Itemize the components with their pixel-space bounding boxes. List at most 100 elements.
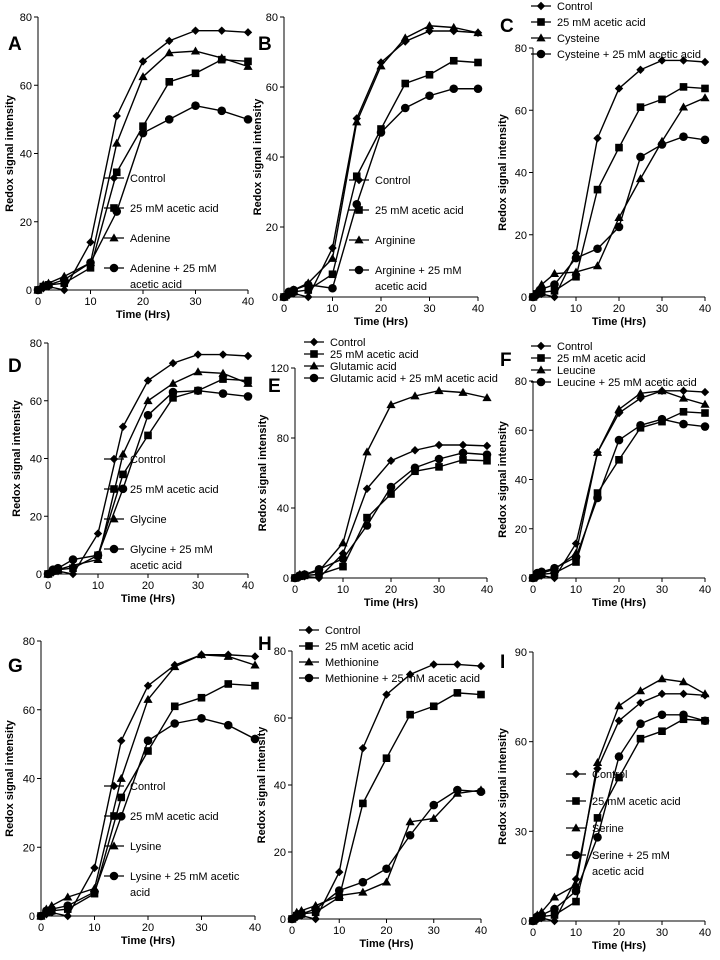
data-point xyxy=(382,690,391,699)
legend-marker xyxy=(109,781,119,791)
legend: Control 25 mM acetic acid Methionine Methio… xyxy=(299,625,480,685)
data-point xyxy=(429,702,438,711)
legend-marker xyxy=(109,263,119,273)
series-line xyxy=(532,86,706,298)
x-tick-label: 30 xyxy=(656,584,668,596)
data-point xyxy=(358,887,368,896)
data-point xyxy=(243,392,253,401)
x-tick-label: 20 xyxy=(613,584,625,596)
x-tick-label: 10 xyxy=(88,922,100,934)
y-axis-title: Redox signal intensity xyxy=(497,727,509,845)
data-point xyxy=(36,911,46,921)
data-point xyxy=(63,901,73,910)
y-tick-label: 0 xyxy=(26,285,32,297)
x-tick-label: 30 xyxy=(423,303,435,315)
data-point xyxy=(334,890,344,899)
data-point xyxy=(449,56,458,65)
data-point xyxy=(63,911,72,921)
y-tick-label: 0 xyxy=(29,911,35,923)
data-point xyxy=(328,243,337,253)
legend-label: Glycine + 25 mM xyxy=(130,544,213,556)
x-tick-label: 10 xyxy=(84,296,96,308)
x-tick-label: 20 xyxy=(380,925,392,937)
data-point xyxy=(334,886,344,895)
x-axis-title: Time (Hrs) xyxy=(354,316,409,328)
legend-marker xyxy=(309,373,319,383)
legend-label: Leucine xyxy=(557,365,596,377)
legend-entry: 25 mM acetic acid xyxy=(299,641,414,653)
y-tick-label: 0 xyxy=(521,573,527,585)
legend-marker xyxy=(109,514,119,523)
data-point xyxy=(657,386,667,395)
data-point xyxy=(359,799,367,808)
legend-marker xyxy=(109,233,119,242)
data-point xyxy=(112,168,121,177)
data-point xyxy=(170,719,180,728)
legend-entry: Cysteine xyxy=(531,33,600,45)
data-point xyxy=(571,552,581,562)
data-point xyxy=(116,773,126,782)
data-point xyxy=(362,484,372,493)
y-tick-label: 60 xyxy=(274,713,286,725)
legend-marker xyxy=(110,812,118,820)
y-tick-label: 60 xyxy=(515,425,527,437)
x-tick-label: 40 xyxy=(699,927,711,939)
data-point xyxy=(376,61,386,70)
data-point xyxy=(550,916,559,926)
x-tick-label: 0 xyxy=(292,584,298,596)
data-point xyxy=(405,830,415,840)
legend-marker xyxy=(109,871,119,881)
legend-marker xyxy=(109,544,119,554)
series-line xyxy=(532,59,706,298)
legend-marker xyxy=(304,673,314,683)
data-point xyxy=(679,419,688,429)
y-tick-label: 20 xyxy=(266,222,278,234)
data-point xyxy=(304,286,313,294)
x-axis-title: Time (Hrs) xyxy=(121,935,176,947)
series-circle xyxy=(528,132,710,302)
legend-label: Control xyxy=(130,454,165,466)
legend-entry: 25 mM acetic acid xyxy=(104,811,219,823)
data-point xyxy=(593,493,602,503)
data-point xyxy=(434,440,444,450)
legend-entry: Lysine + 25 mM acetic acid xyxy=(104,871,240,899)
series-line xyxy=(532,390,706,579)
data-point xyxy=(636,719,645,729)
legend-label: Glycine xyxy=(130,514,167,526)
panel-letter: B xyxy=(258,34,272,55)
data-point xyxy=(165,36,174,46)
x-tick-label: 30 xyxy=(428,925,440,937)
series-square xyxy=(288,689,485,923)
y-axis-title: Redox signal intensity xyxy=(257,414,269,532)
data-point xyxy=(143,376,153,385)
y-tick-label: 0 xyxy=(280,914,286,926)
data-point xyxy=(700,689,710,698)
data-point xyxy=(193,367,203,376)
data-point xyxy=(143,396,153,405)
x-axis-title: Time (Hrs) xyxy=(592,597,647,609)
data-point xyxy=(679,715,688,724)
data-point xyxy=(700,135,710,145)
legend-entry: Arginine xyxy=(349,235,415,247)
y-tick-label: 60 xyxy=(30,396,42,408)
data-point xyxy=(593,814,602,822)
legend-marker xyxy=(354,175,364,185)
data-point xyxy=(223,720,233,730)
data-point xyxy=(635,686,646,695)
data-point xyxy=(435,463,443,471)
x-tick-label: 40 xyxy=(699,303,711,315)
legend: Control 25 mM acetic acid Cysteine Cysteine… xyxy=(531,1,701,61)
legend-marker xyxy=(536,49,546,59)
data-point xyxy=(59,275,69,285)
data-point xyxy=(571,886,581,896)
legend-label: 25 mM acetic acid xyxy=(330,349,419,361)
x-tick-label: 0 xyxy=(281,303,287,315)
series-line xyxy=(532,97,706,298)
y-axis-title: Redox signal intensity xyxy=(497,420,509,538)
data-point xyxy=(339,562,347,571)
data-point xyxy=(700,57,710,67)
x-tick-label: 20 xyxy=(142,580,154,592)
y-tick-label: 80 xyxy=(266,12,278,24)
data-point xyxy=(117,736,126,745)
series-triangle xyxy=(528,93,710,301)
